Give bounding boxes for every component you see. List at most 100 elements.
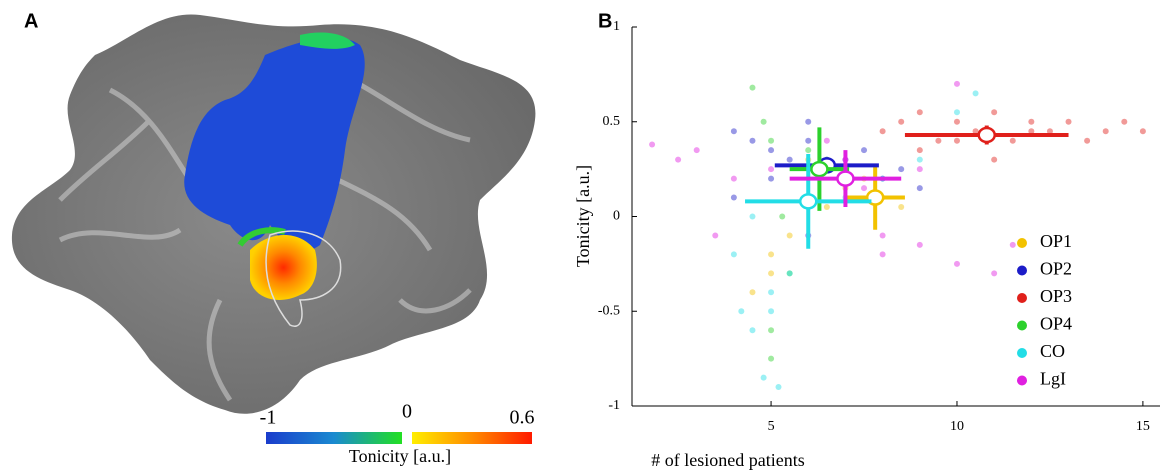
- scatter-point: [649, 141, 656, 148]
- scatter-point: [779, 213, 786, 220]
- colorbar-positive: [412, 432, 532, 444]
- scatter-point: [1009, 137, 1016, 144]
- legend-label: LgI: [1040, 369, 1066, 389]
- colorbar-negative: [266, 432, 402, 444]
- scatter-point: [953, 260, 960, 267]
- legend-marker: [1017, 375, 1027, 386]
- scatter-point: [749, 213, 756, 220]
- y-tick-label: 1: [613, 19, 620, 34]
- scatter-point: [768, 251, 775, 258]
- scatter-point: [953, 137, 960, 144]
- scatter-point: [749, 327, 756, 334]
- scatter-point: [768, 289, 775, 296]
- mean-marker: [836, 170, 855, 187]
- panel-label: B: [598, 10, 612, 32]
- scatter-point: [768, 308, 775, 315]
- scatter-point: [805, 147, 812, 154]
- scatter-point: [1102, 128, 1109, 135]
- scatter-point: [730, 175, 737, 182]
- scatter-point: [1139, 128, 1146, 135]
- y-tick-label: 0: [613, 209, 620, 224]
- colorbar-tick-label: 0.6: [510, 407, 535, 429]
- scatter-point: [991, 156, 998, 163]
- scatter-point: [898, 118, 905, 125]
- scatter-point: [935, 137, 942, 144]
- scatter-point: [953, 109, 960, 116]
- brain-flatmap: [11, 14, 536, 414]
- scatter-point: [786, 232, 793, 239]
- scatter-point: [675, 156, 682, 163]
- scatter-point: [730, 128, 737, 135]
- scatter-point: [786, 270, 793, 277]
- scatter-point: [749, 137, 756, 144]
- scatter-point: [879, 251, 886, 258]
- legend-marker: [1017, 293, 1027, 303]
- legend-marker: [1017, 320, 1027, 331]
- scatter-point: [768, 327, 775, 334]
- scatter-point: [775, 384, 782, 391]
- x-tick-label: 5: [768, 419, 775, 434]
- scatter-point: [768, 270, 775, 277]
- scatter-point: [730, 194, 737, 201]
- scatter-point: [768, 355, 775, 362]
- scatter-point: [749, 289, 756, 296]
- panel-label: A: [24, 10, 38, 32]
- scatter-point: [786, 270, 793, 277]
- scatter-point: [916, 156, 923, 163]
- scatter-point: [768, 147, 775, 154]
- scatter-point: [823, 137, 830, 144]
- scatter-point: [972, 128, 979, 135]
- mean-marker: [798, 193, 818, 210]
- x-tick-label: 10: [950, 419, 964, 434]
- legend-label: OP4: [1040, 314, 1072, 334]
- scatter-point: [916, 185, 923, 192]
- legend-marker: [1017, 265, 1027, 276]
- scatter-point: [749, 84, 756, 91]
- scatter-point: [760, 374, 767, 381]
- scatter-point: [823, 204, 830, 211]
- scatter-point: [730, 251, 737, 258]
- scatter-point: [1009, 241, 1016, 248]
- y-tick-label: 0.5: [603, 114, 621, 129]
- scatter-point: [1121, 118, 1128, 125]
- scatter-point: [898, 166, 905, 173]
- y-tick-label: -0.5: [598, 303, 620, 318]
- mean-marker: [810, 160, 829, 178]
- y-tick-label: -1: [608, 398, 620, 413]
- mean-marker: [977, 126, 996, 144]
- scatter-point: [1084, 137, 1091, 144]
- legend-label: OP1: [1040, 231, 1072, 251]
- scatter-point: [991, 270, 998, 277]
- colorbar-tick-label: 0: [402, 401, 412, 423]
- scatter-point: [1028, 118, 1035, 125]
- scatter-point: [768, 175, 775, 182]
- legend-marker: [1017, 238, 1027, 248]
- scatter-point: [916, 109, 923, 116]
- scatter-point: [786, 156, 793, 163]
- x-tick-label: 15: [1136, 419, 1150, 434]
- scatter-point: [1065, 118, 1072, 125]
- scatter-point: [693, 147, 700, 154]
- colorbar-tick-label: -1: [260, 407, 277, 429]
- scatter-point: [805, 137, 812, 144]
- scatter-point: [953, 80, 960, 87]
- scatter-point: [1028, 128, 1035, 135]
- scatter-point: [972, 90, 979, 97]
- scatter-point: [991, 109, 998, 116]
- scatter-point: [916, 166, 923, 173]
- scatter-point: [712, 232, 719, 239]
- scatter-point: [738, 308, 745, 315]
- legend-label: OP2: [1040, 259, 1072, 279]
- legend-label: CO: [1040, 341, 1065, 361]
- scatter-point: [805, 118, 812, 125]
- scatter-point: [1046, 128, 1053, 135]
- scatter-point: [861, 185, 868, 192]
- legend-label: OP3: [1040, 286, 1072, 306]
- scatter-point: [953, 118, 960, 125]
- scatter-point: [898, 204, 905, 211]
- colorbar-label: Tonicity [a.u.]: [349, 446, 451, 466]
- scatter-point: [768, 137, 775, 144]
- scatter-point: [879, 232, 886, 239]
- scatter-point: [879, 128, 886, 135]
